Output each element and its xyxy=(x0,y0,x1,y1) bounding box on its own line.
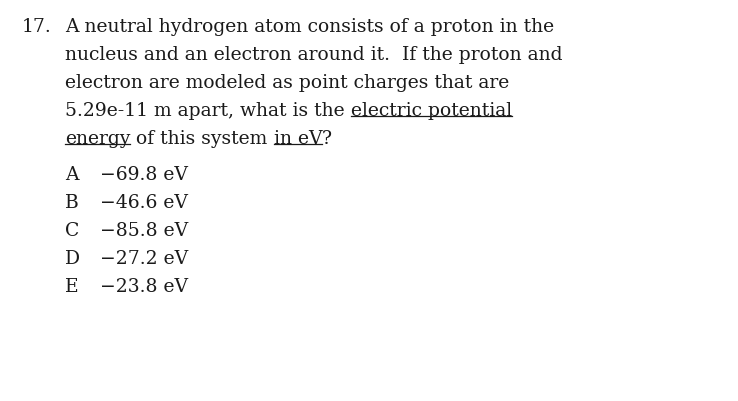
Text: nucleus and an electron around it.  If the proton and: nucleus and an electron around it. If th… xyxy=(65,46,562,64)
Text: −46.6 eV: −46.6 eV xyxy=(100,194,188,211)
Text: E: E xyxy=(65,277,79,295)
Text: −69.8 eV: −69.8 eV xyxy=(100,166,188,184)
Text: of this system: of this system xyxy=(131,130,274,148)
Text: ?: ? xyxy=(322,130,332,148)
Text: 17.: 17. xyxy=(22,18,52,36)
Text: in eV: in eV xyxy=(274,130,322,148)
Text: D: D xyxy=(65,249,80,267)
Text: B: B xyxy=(65,194,79,211)
Text: electron are modeled as point charges that are: electron are modeled as point charges th… xyxy=(65,74,509,92)
Text: 5.29e-11 m apart, what is the: 5.29e-11 m apart, what is the xyxy=(65,102,351,120)
Text: A: A xyxy=(65,166,78,184)
Text: C: C xyxy=(65,221,80,239)
Text: −23.8 eV: −23.8 eV xyxy=(100,277,188,295)
Text: −85.8 eV: −85.8 eV xyxy=(100,221,188,239)
Text: −27.2 eV: −27.2 eV xyxy=(100,249,188,267)
Text: A neutral hydrogen atom consists of a proton in the: A neutral hydrogen atom consists of a pr… xyxy=(65,18,554,36)
Text: electric potential: electric potential xyxy=(351,102,511,120)
Text: energy: energy xyxy=(65,130,131,148)
